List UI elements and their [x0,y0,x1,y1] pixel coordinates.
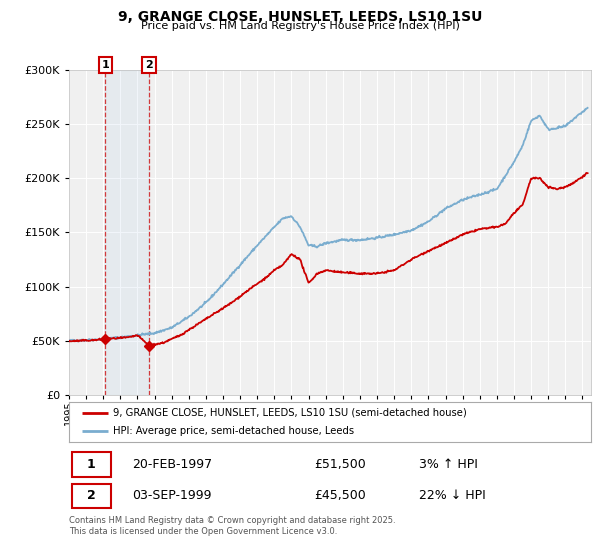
Bar [106,70,149,395]
Text: 9, GRANGE CLOSE, HUNSLET, LEEDS, LS10 1SU (semi-detached house): 9, GRANGE CLOSE, HUNSLET, LEEDS, LS10 1S… [113,408,467,418]
Text: Price paid vs. HM Land Registry's House Price Index (HPI): Price paid vs. HM Land Registry's House … [140,21,460,31]
Text: £45,500: £45,500 [314,489,366,502]
Text: Contains HM Land Registry data © Crown copyright and database right 2025.
This d: Contains HM Land Registry data © Crown c… [69,516,395,536]
Text: 03-SEP-1999: 03-SEP-1999 [131,489,211,502]
Text: 2: 2 [87,489,95,502]
Text: 22% ↓ HPI: 22% ↓ HPI [419,489,485,502]
Text: 2: 2 [145,60,153,70]
Text: 3% ↑ HPI: 3% ↑ HPI [419,458,478,471]
Text: 1: 1 [87,458,95,471]
FancyBboxPatch shape [71,452,111,477]
FancyBboxPatch shape [71,484,111,508]
Text: 20-FEB-1997: 20-FEB-1997 [131,458,212,471]
Text: £51,500: £51,500 [314,458,366,471]
Text: 1: 1 [101,60,109,70]
Text: 9, GRANGE CLOSE, HUNSLET, LEEDS, LS10 1SU: 9, GRANGE CLOSE, HUNSLET, LEEDS, LS10 1S… [118,10,482,24]
Text: HPI: Average price, semi-detached house, Leeds: HPI: Average price, semi-detached house,… [113,426,355,436]
